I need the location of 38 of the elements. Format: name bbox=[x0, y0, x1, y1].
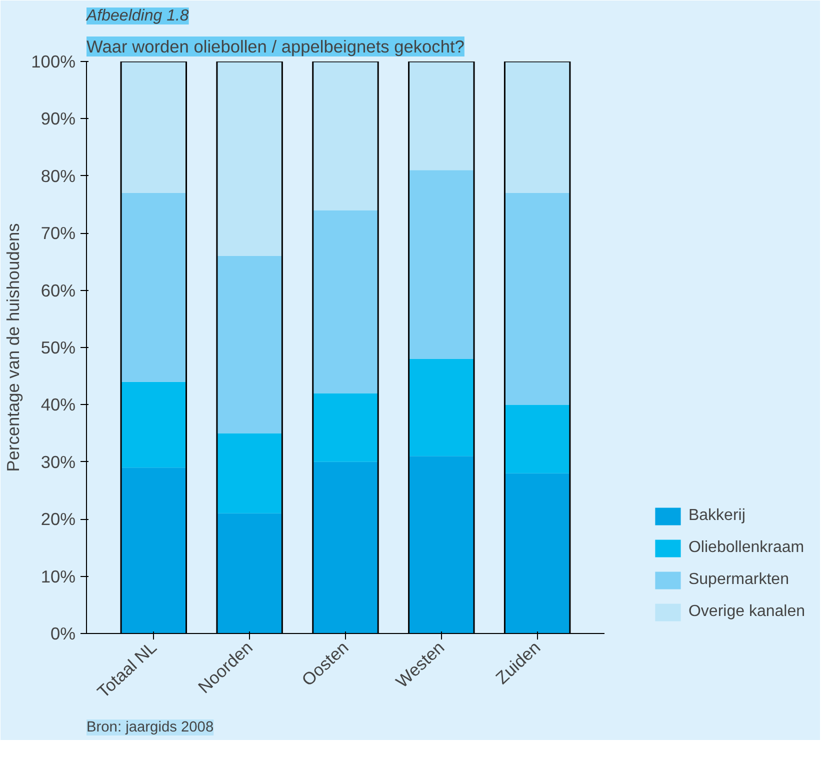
bar bbox=[121, 382, 186, 468]
bar bbox=[121, 193, 186, 382]
bar bbox=[504, 473, 570, 634]
y-axis-title: Percentage van de huishoudens bbox=[3, 222, 24, 472]
bar bbox=[312, 62, 378, 210]
y-tick-label: 50% bbox=[40, 338, 76, 358]
legend-label: Bakkerij bbox=[688, 507, 746, 525]
y-tick-label: 30% bbox=[40, 452, 76, 472]
y-tick-label: 10% bbox=[40, 566, 76, 586]
bar bbox=[216, 433, 282, 514]
bar bbox=[504, 62, 570, 194]
bar bbox=[121, 468, 186, 634]
bar bbox=[216, 62, 282, 256]
text: Afbeelding 1.8 bbox=[86, 8, 189, 24]
text: Bron: jaargids 2008 bbox=[86, 720, 214, 736]
bar bbox=[504, 193, 570, 405]
bar bbox=[504, 404, 570, 474]
bar bbox=[216, 256, 282, 434]
chart-title: Waar worden oliebollen / appelbeignets gekocht? bbox=[86, 36, 464, 56]
y-tick-label: 70% bbox=[40, 223, 76, 244]
legend-label: Supermarkten bbox=[688, 571, 789, 589]
y-tick-label: 20% bbox=[40, 509, 76, 530]
y-tick-label: 90% bbox=[40, 108, 76, 129]
bar bbox=[312, 210, 378, 394]
y-tick-label: 0% bbox=[50, 624, 76, 644]
bar bbox=[408, 456, 474, 634]
y-tick-label: 100% bbox=[31, 52, 76, 72]
bar bbox=[408, 358, 474, 456]
bar bbox=[216, 513, 282, 634]
y-tick-label: 60% bbox=[40, 280, 76, 300]
legend-label: Oliebollenkraam bbox=[688, 539, 804, 557]
bar bbox=[121, 62, 186, 194]
bar bbox=[312, 462, 378, 634]
bar bbox=[408, 170, 474, 359]
legend-label: Overige kanalen bbox=[688, 603, 805, 621]
bar bbox=[312, 393, 378, 462]
y-tick-label: 80% bbox=[40, 166, 76, 186]
y-tick-label: 40% bbox=[40, 394, 76, 415]
